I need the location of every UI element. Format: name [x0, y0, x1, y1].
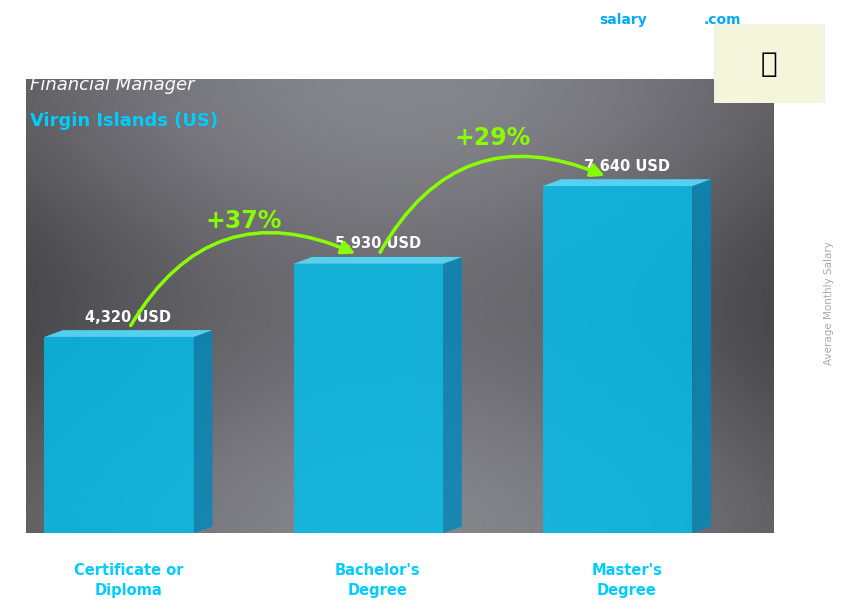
Text: salary: salary	[599, 13, 647, 27]
Text: Virgin Islands (US): Virgin Islands (US)	[30, 112, 218, 130]
Polygon shape	[543, 179, 711, 186]
Polygon shape	[293, 264, 443, 533]
Text: Average Monthly Salary: Average Monthly Salary	[824, 241, 834, 365]
Polygon shape	[44, 330, 212, 337]
Polygon shape	[293, 257, 462, 264]
Text: Salary Comparison By Education: Salary Comparison By Education	[30, 15, 538, 43]
Text: Master's
Degree: Master's Degree	[592, 563, 662, 598]
Text: Bachelor's
Degree: Bachelor's Degree	[335, 563, 421, 598]
Polygon shape	[443, 257, 462, 533]
Text: Financial Manager: Financial Manager	[30, 76, 195, 94]
Polygon shape	[44, 337, 194, 533]
Text: Certificate or
Diploma: Certificate or Diploma	[74, 563, 183, 598]
Text: 5,930 USD: 5,930 USD	[335, 236, 421, 251]
Text: explorer: explorer	[646, 13, 711, 27]
Text: .com: .com	[704, 13, 741, 27]
Text: +29%: +29%	[455, 126, 531, 150]
Text: 🦅: 🦅	[761, 50, 778, 78]
Text: 4,320 USD: 4,320 USD	[85, 310, 172, 325]
Polygon shape	[693, 179, 711, 533]
Polygon shape	[543, 186, 693, 533]
Text: +37%: +37%	[206, 208, 282, 233]
Polygon shape	[194, 330, 212, 533]
Text: 7,640 USD: 7,640 USD	[584, 159, 670, 174]
